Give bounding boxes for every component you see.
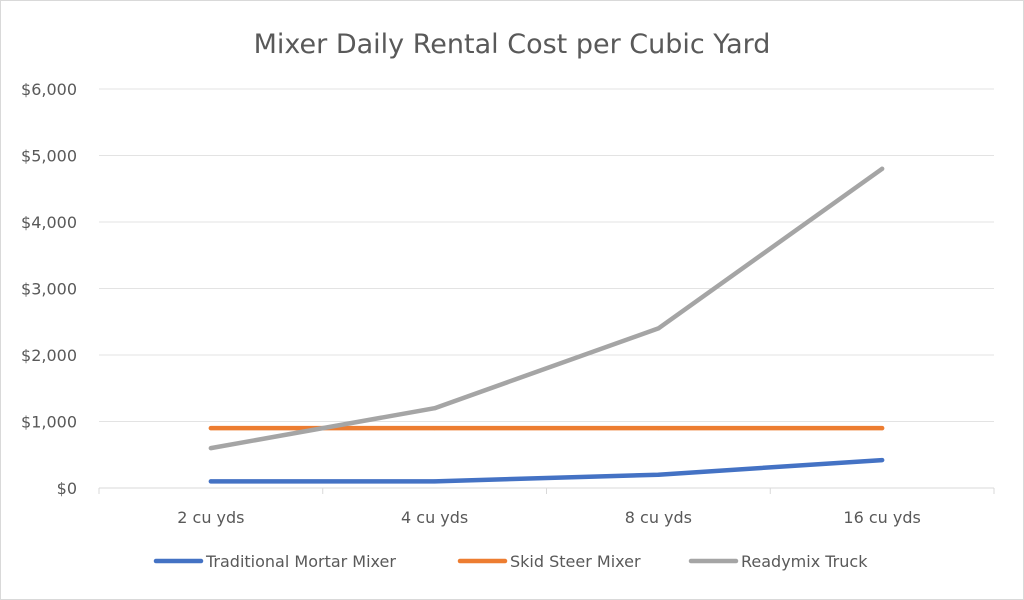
y-tick-label: $6,000 bbox=[21, 80, 77, 99]
data-point-skid-steer-mixer bbox=[656, 426, 661, 431]
gridlines bbox=[98, 88, 995, 494]
y-tick-label: $3,000 bbox=[21, 280, 77, 299]
series-group bbox=[208, 166, 885, 484]
data-point-skid-steer-mixer bbox=[432, 426, 437, 431]
x-tick-label: 2 cu yds bbox=[177, 508, 244, 527]
data-point-readymix-truck bbox=[432, 406, 437, 411]
series-line-traditional-mortar-mixer bbox=[208, 457, 885, 484]
y-axis-ticks: $0 $1,000 $2,000 $3,000 $4,000 $5,000 $6,000 bbox=[21, 80, 77, 498]
legend: Traditional Mortar Mixer Skid Steer Mixer… bbox=[153, 552, 868, 571]
legend-label: Traditional Mortar Mixer bbox=[205, 552, 396, 571]
data-point-readymix-truck bbox=[880, 166, 885, 171]
y-tick-label: $5,000 bbox=[21, 147, 77, 166]
x-axis-ticks: 2 cu yds 4 cu yds 8 cu yds 16 cu yds bbox=[177, 508, 921, 527]
data-point-traditional-mortar-mixer bbox=[880, 458, 885, 463]
data-point-skid-steer-mixer bbox=[880, 426, 885, 431]
x-tick-label: 4 cu yds bbox=[401, 508, 468, 527]
x-tick-label: 16 cu yds bbox=[843, 508, 920, 527]
data-point-skid-steer-mixer bbox=[208, 426, 213, 431]
data-point-readymix-truck bbox=[656, 326, 661, 331]
legend-label: Skid Steer Mixer bbox=[510, 552, 641, 571]
chart-title: Mixer Daily Rental Cost per Cubic Yard bbox=[254, 29, 771, 60]
y-tick-label: $2,000 bbox=[21, 346, 77, 365]
x-tick-label: 8 cu yds bbox=[625, 508, 692, 527]
series-line-readymix-truck bbox=[208, 166, 885, 451]
data-point-traditional-mortar-mixer bbox=[432, 479, 437, 484]
y-tick-label: $1,000 bbox=[21, 413, 77, 432]
y-tick-label: $4,000 bbox=[21, 213, 77, 232]
data-point-traditional-mortar-mixer bbox=[208, 479, 213, 484]
legend-label: Readymix Truck bbox=[741, 552, 868, 571]
y-tick-label: $0 bbox=[57, 479, 77, 498]
data-point-readymix-truck bbox=[208, 446, 213, 451]
data-point-traditional-mortar-mixer bbox=[656, 472, 661, 477]
